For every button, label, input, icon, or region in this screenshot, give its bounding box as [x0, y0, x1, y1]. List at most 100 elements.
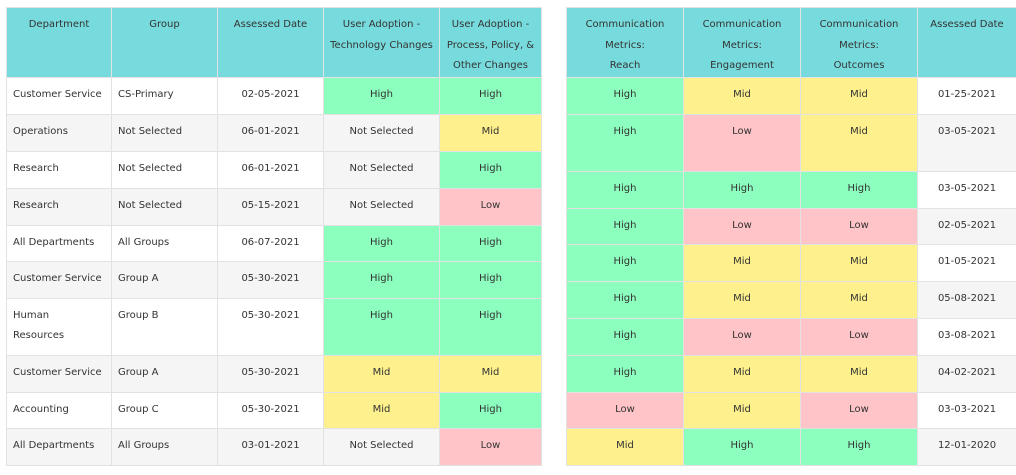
process-adoption-cell: Low	[439, 187, 542, 226]
table-row[interactable]: Customer Service CS-Primary 02-05-2021 H…	[6, 76, 542, 115]
tech-adoption-cell: High	[323, 76, 440, 115]
process-adoption-cell: Mid	[439, 354, 542, 393]
process-adoption-cell: High	[439, 76, 542, 115]
user-adoption-table: Department Group Assessed Date User Adop…	[6, 7, 542, 466]
assessed-date-cell: 06-01-2021	[217, 150, 324, 189]
table-row[interactable]: All Departments All Groups 03-01-2021 No…	[6, 427, 542, 466]
col-header-user-adoption-technology[interactable]: User Adoption - Technology Changes	[323, 7, 440, 78]
engagement-cell: Low	[683, 317, 801, 356]
process-adoption-cell: Low	[439, 427, 542, 466]
table-row[interactable]: High Low Low 02-05-2021	[566, 207, 1016, 245]
outcomes-cell: Low	[800, 391, 918, 429]
assessed-date-cell: 03-03-2021	[917, 391, 1016, 429]
department-cell: Accounting	[6, 391, 112, 429]
group-cell: Not Selected	[111, 150, 218, 189]
assessed-date-cell: 03-01-2021	[217, 427, 324, 466]
outcomes-cell: Mid	[800, 243, 918, 282]
assessed-date-cell: 06-01-2021	[217, 113, 324, 152]
assessed-date-cell: 05-30-2021	[217, 391, 324, 429]
table-row[interactable]: High Mid Mid 01-05-2021	[566, 243, 1016, 282]
department-cell: Research	[6, 187, 112, 226]
table-row[interactable]: High Low Mid 03-05-2021	[566, 113, 1016, 172]
assessed-date-cell: 01-05-2021	[917, 243, 1016, 282]
process-adoption-cell: High	[439, 391, 542, 429]
reach-cell: High	[566, 354, 684, 393]
engagement-cell: Mid	[683, 391, 801, 429]
outcomes-cell: Mid	[800, 280, 918, 319]
table-row[interactable]: Low Mid Low 03-03-2021	[566, 391, 1016, 429]
table-row[interactable]: Accounting Group C 05-30-2021 Mid High	[6, 391, 542, 429]
assessed-date-cell: 03-08-2021	[917, 317, 1016, 356]
outcomes-cell: Mid	[800, 76, 918, 115]
process-adoption-cell: High	[439, 297, 542, 356]
assessed-date-cell: 05-15-2021	[217, 187, 324, 226]
engagement-cell: High	[683, 427, 801, 466]
col-header-engagement[interactable]: Communication Metrics: Engagement	[683, 7, 801, 78]
reach-cell: High	[566, 113, 684, 172]
outcomes-cell: Low	[800, 317, 918, 356]
outcomes-cell: High	[800, 170, 918, 209]
assessed-date-cell: 01-25-2021	[917, 76, 1016, 115]
reach-cell: High	[566, 170, 684, 209]
table-row[interactable]: Operations Not Selected 06-01-2021 Not S…	[6, 113, 542, 152]
table-row[interactable]: High Mid Mid 05-08-2021	[566, 280, 1016, 319]
table-row[interactable]: Human Resources Group B 05-30-2021 High H…	[6, 297, 542, 356]
col-header-user-adoption-process[interactable]: User Adoption - Process, Policy, & Other C…	[439, 7, 542, 78]
group-cell: Group B	[111, 297, 218, 356]
tech-adoption-cell: Not Selected	[323, 427, 440, 466]
department-cell: All Departments	[6, 427, 112, 466]
process-adoption-cell: Mid	[439, 113, 542, 152]
col-header-outcomes[interactable]: Communication Metrics: Outcomes	[800, 7, 918, 78]
reach-cell: High	[566, 76, 684, 115]
col-header-assessed-date[interactable]: Assessed Date	[917, 7, 1016, 78]
department-cell: All Departments	[6, 224, 112, 262]
col-header-group[interactable]: Group	[111, 7, 218, 78]
reach-cell: Low	[566, 391, 684, 429]
tech-adoption-cell: Mid	[323, 354, 440, 393]
assessed-date-cell: 06-07-2021	[217, 224, 324, 262]
table-row[interactable]: High High High 03-05-2021	[566, 170, 1016, 209]
department-cell: Customer Service	[6, 76, 112, 115]
process-adoption-cell: High	[439, 224, 542, 262]
assessed-date-cell: 05-30-2021	[217, 260, 324, 299]
engagement-cell: Low	[683, 113, 801, 172]
table-row[interactable]: High Low Low 03-08-2021	[566, 317, 1016, 356]
group-cell: Group A	[111, 260, 218, 299]
col-header-assessed-date[interactable]: Assessed Date	[217, 7, 324, 78]
engagement-cell: Mid	[683, 76, 801, 115]
assessed-date-cell: 05-08-2021	[917, 280, 1016, 319]
assessed-date-cell: 12-01-2020	[917, 427, 1016, 466]
table-row[interactable]: All Departments All Groups 06-07-2021 Hi…	[6, 224, 542, 262]
table-row[interactable]: Mid High High 12-01-2020	[566, 427, 1016, 466]
group-cell: All Groups	[111, 427, 218, 466]
col-header-reach[interactable]: Communication Metrics: Reach	[566, 7, 684, 78]
tech-adoption-cell: High	[323, 260, 440, 299]
outcomes-cell: High	[800, 427, 918, 466]
engagement-cell: Mid	[683, 243, 801, 282]
outcomes-cell: Mid	[800, 113, 918, 172]
table-row[interactable]: Customer Service Group A 05-30-2021 Mid …	[6, 354, 542, 393]
outcomes-cell: Mid	[800, 354, 918, 393]
assessed-date-cell: 02-05-2021	[917, 207, 1016, 245]
reach-cell: Mid	[566, 427, 684, 466]
process-adoption-cell: High	[439, 150, 542, 189]
assessed-date-cell: 03-05-2021	[917, 170, 1016, 209]
table-row[interactable]: Customer Service Group A 05-30-2021 High…	[6, 260, 542, 299]
table-row[interactable]: High Mid Mid 04-02-2021	[566, 354, 1016, 393]
reach-cell: High	[566, 317, 684, 356]
group-cell: Group C	[111, 391, 218, 429]
tech-adoption-cell: Not Selected	[323, 113, 440, 152]
table-row[interactable]: High Mid Mid 01-25-2021	[566, 76, 1016, 115]
table-row[interactable]: Research Not Selected 06-01-2021 Not Sel…	[6, 150, 542, 189]
outcomes-cell: Low	[800, 207, 918, 245]
tech-adoption-cell: High	[323, 297, 440, 356]
table-row[interactable]: Research Not Selected 05-15-2021 Not Sel…	[6, 187, 542, 226]
engagement-cell: Low	[683, 207, 801, 245]
department-cell: Customer Service	[6, 260, 112, 299]
reach-cell: High	[566, 243, 684, 282]
group-cell: CS-Primary	[111, 76, 218, 115]
assessed-date-cell: 04-02-2021	[917, 354, 1016, 393]
reach-cell: High	[566, 207, 684, 245]
col-header-department[interactable]: Department	[6, 7, 112, 78]
tech-adoption-cell: Not Selected	[323, 150, 440, 189]
